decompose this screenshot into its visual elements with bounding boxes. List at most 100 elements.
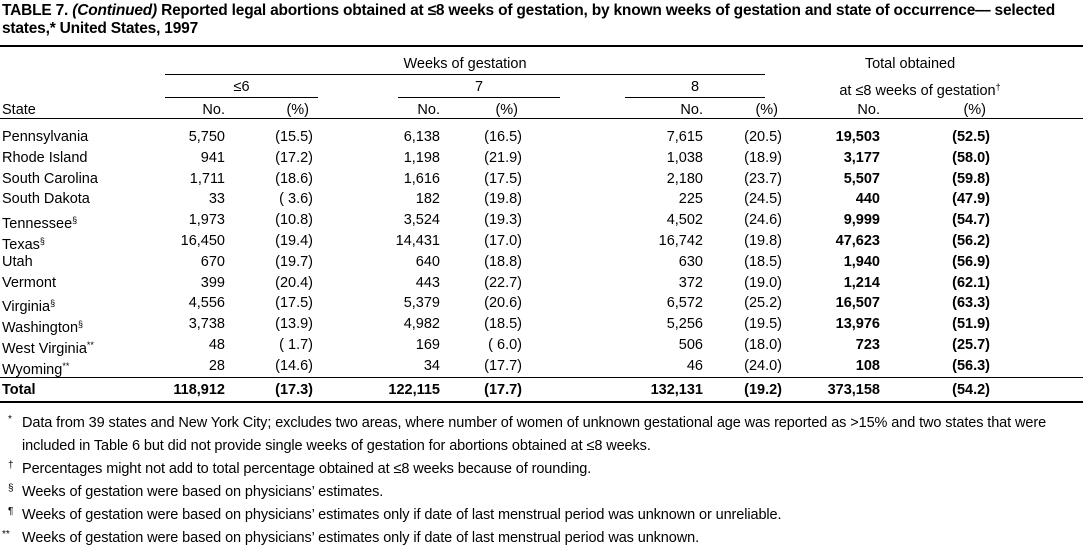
count-cell: 506 (678, 337, 703, 353)
percent-cell: (17.7) (484, 382, 522, 398)
state-mark: § (39, 236, 45, 246)
row-label: Washington§ (2, 315, 83, 337)
count-cell: 1,616 (403, 170, 440, 187)
bottom-rule (0, 401, 1083, 403)
percent-cell: (18.0) (744, 337, 782, 353)
header-rule (0, 118, 1083, 119)
count-cell: 16,450 (180, 233, 225, 249)
percent-cell: (24.5) (744, 191, 782, 208)
count-cell: 440 (855, 191, 880, 208)
row-label: Utah (2, 253, 33, 271)
percent-cell: (14.6) (275, 357, 313, 374)
percent-cell: (15.5) (275, 129, 313, 145)
percent-cell: (62.1) (952, 274, 990, 291)
row-label: Virginia§ (2, 294, 55, 316)
percent-cell: (21.9) (484, 149, 522, 166)
percent-cell: (24.0) (744, 357, 782, 374)
count-cell: 122,115 (388, 382, 440, 398)
row-label: South Dakota (2, 190, 90, 208)
state-mark: § (78, 319, 84, 330)
state-name: Total (2, 382, 36, 398)
percent-cell: (63.3) (952, 295, 990, 312)
count-cell: 670 (200, 253, 225, 270)
count-cell: 5,379 (403, 295, 440, 312)
percent-cell: (17.0) (484, 233, 522, 249)
percent-cell: (16.5) (484, 129, 522, 145)
state-name: Virginia (2, 299, 51, 316)
state-name: Vermont (2, 274, 56, 291)
total-header: Total obtained (864, 56, 956, 72)
state-mark: ** (62, 360, 70, 371)
percent-cell: (19.5) (744, 316, 782, 333)
total-rule (0, 377, 1083, 378)
footnote-text: Data from 39 states and New York City; e… (22, 415, 1047, 454)
state-name: Utah (2, 253, 33, 270)
count-cell: 48 (208, 337, 225, 353)
total-header-2: at ≤8 weeks of gestation† (790, 78, 1050, 100)
column-header: (%) (495, 102, 518, 118)
percent-cell: (19.4) (275, 233, 313, 249)
count-cell: 169 (415, 337, 440, 353)
row-label: Texas§ (2, 232, 45, 254)
count-cell: 108 (855, 357, 880, 374)
percent-cell: (18.6) (275, 170, 313, 187)
count-cell: 4,502 (666, 212, 703, 229)
percent-cell: (20.5) (744, 129, 782, 145)
row-label: Wyoming** (2, 357, 69, 379)
count-cell: 1,214 (843, 274, 880, 291)
column-header: No. (202, 102, 225, 118)
column-header: No. (857, 102, 880, 118)
state-name: Pennsylvania (2, 129, 89, 145)
group-header: 7 (474, 79, 484, 95)
group-rule (165, 97, 318, 98)
group-rule (398, 97, 560, 98)
count-cell: 640 (415, 253, 440, 270)
count-cell: 9,999 (843, 212, 880, 229)
group-rule (625, 97, 765, 98)
count-cell: 34 (423, 357, 440, 374)
state-name: Texas (2, 237, 40, 253)
count-cell: 16,742 (658, 233, 703, 249)
percent-cell: (56.3) (952, 357, 990, 374)
percent-cell: (17.5) (484, 170, 522, 187)
row-label: Rhode Island (2, 149, 87, 167)
count-cell: 28 (208, 357, 225, 374)
percent-cell: (54.2) (952, 382, 990, 398)
state-name: South Carolina (2, 170, 98, 187)
count-cell: 225 (678, 191, 703, 208)
percent-cell: ( 3.6) (279, 191, 313, 208)
count-cell: 5,750 (188, 129, 225, 145)
percent-cell: (19.3) (484, 212, 522, 229)
count-cell: 4,556 (188, 295, 225, 312)
state-name: Rhode Island (2, 149, 88, 166)
count-cell: 14,431 (395, 233, 440, 249)
state-name: West Virginia (2, 341, 87, 357)
row-label: Total (2, 381, 36, 399)
state-name: Washington (2, 320, 79, 337)
count-cell: 6,572 (666, 295, 703, 312)
percent-cell: (58.0) (952, 149, 990, 166)
percent-cell: (18.5) (744, 253, 782, 270)
top-rule (0, 45, 1083, 47)
footnote-mark: ** (2, 529, 10, 540)
count-cell: 33 (208, 191, 225, 208)
percent-cell: ( 1.7) (279, 337, 313, 353)
column-header: (%) (286, 102, 309, 118)
count-cell: 13,976 (835, 316, 880, 333)
count-cell: 3,177 (843, 149, 880, 166)
count-cell: 5,256 (666, 316, 703, 333)
state-name: South Dakota (2, 191, 90, 208)
count-cell: 2,180 (666, 170, 703, 187)
count-cell: 46 (686, 357, 703, 374)
percent-cell: (56.9) (952, 253, 990, 270)
percent-cell: ( 6.0) (488, 337, 522, 353)
footnote-text: Percentages might not add to total perce… (22, 461, 592, 477)
percent-cell: (25.7) (952, 337, 990, 353)
state-header: State (2, 102, 36, 118)
count-cell: 7,615 (666, 129, 703, 145)
title-text: Reported legal abortions obtained at ≤8 … (2, 2, 1055, 37)
state-name: Wyoming (2, 361, 63, 378)
percent-cell: (19.2) (744, 382, 782, 398)
column-header: No. (417, 102, 440, 118)
